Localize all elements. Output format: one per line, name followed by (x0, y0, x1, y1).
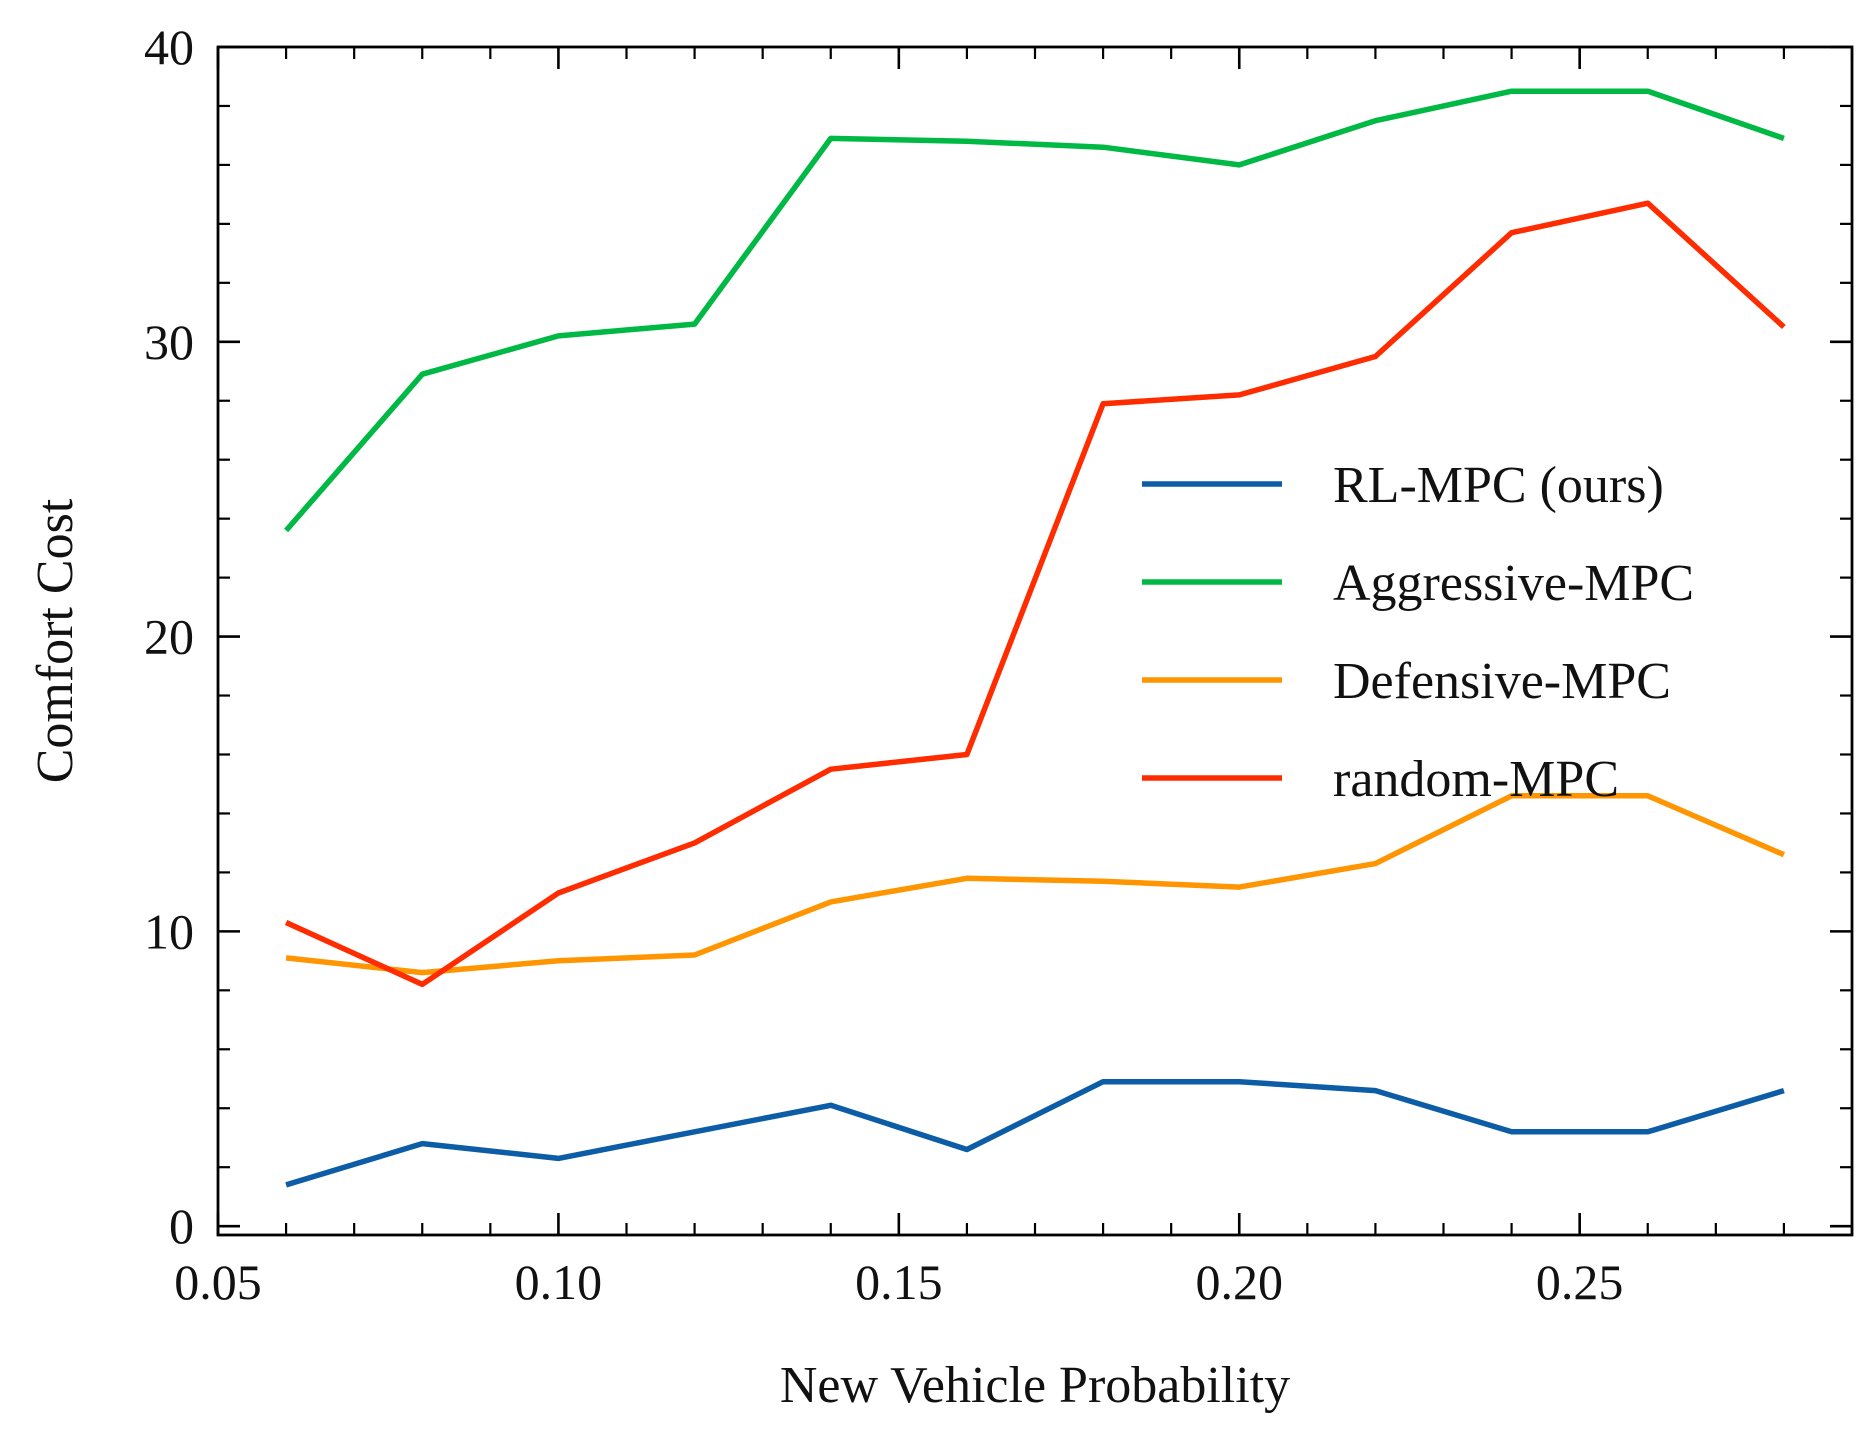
y-tick-label: 0 (169, 1198, 194, 1254)
x-minor-ticks (284, 47, 1854, 1235)
legend-label-aggressive-mpc: Aggressive-MPC (1333, 555, 1694, 612)
x-tick-labels: 0.05 0.10 0.15 0.20 0.25 (174, 1254, 1623, 1310)
x-tick-label: 0.15 (855, 1254, 943, 1310)
y-tick-labels: 0 10 20 30 40 (144, 19, 194, 1254)
series-lines (284, 88, 1786, 1188)
y-tick-label: 30 (144, 314, 194, 370)
x-major-ticks (216, 47, 1581, 1235)
legend-label-defensive-mpc: Defensive-MPC (1333, 653, 1671, 710)
x-tick-label: 0.25 (1536, 1254, 1624, 1310)
y-major-ticks (218, 45, 1852, 1228)
x-axis-label: New Vehicle Probability (780, 1357, 1290, 1414)
legend: RL-MPC (ours) Aggressive-MPC Defensive-MPC… (1142, 457, 1694, 808)
series-line-defensive-mpc (285, 793, 1785, 976)
y-tick-label: 20 (144, 609, 194, 665)
x-tick-label: 0.05 (174, 1254, 262, 1310)
y-axis-label: Comfort Cost (27, 498, 84, 783)
plot-frame (216, 45, 1854, 1237)
series-line-rl-mpc-ours (285, 1078, 1785, 1188)
legend-label-random-mpc: random-MPC (1333, 751, 1619, 808)
y-tick-label: 10 (144, 903, 194, 959)
y-minor-ticks (218, 104, 1852, 1169)
x-tick-label: 0.20 (1196, 1254, 1284, 1310)
x-tick-label: 0.10 (515, 1254, 603, 1310)
series-line-aggressive-mpc (284, 88, 1785, 533)
y-tick-label: 40 (144, 19, 194, 75)
series-line-random-mpc (284, 200, 1786, 988)
legend-label-rl-mpc-ours: RL-MPC (ours) (1333, 457, 1664, 514)
